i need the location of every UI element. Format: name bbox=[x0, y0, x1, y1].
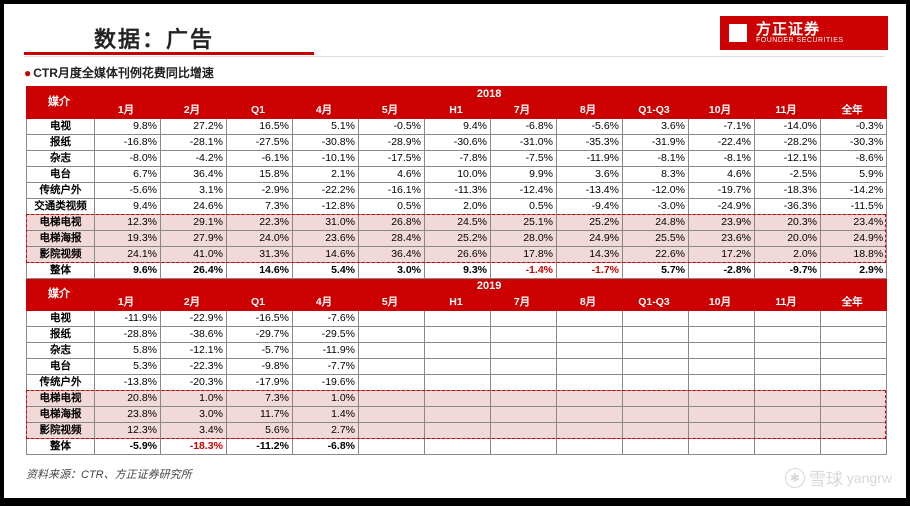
logo: 方正证券 FOUNDER SECURITIES bbox=[720, 16, 888, 50]
table-row: 交通类视频9.4%24.6%7.3%-12.8%0.5%2.0%0.5%-9.4… bbox=[27, 199, 887, 215]
title-underline-thin bbox=[24, 56, 884, 57]
logo-cn: 方正证券 bbox=[756, 22, 844, 37]
table-row: 电视-11.9%-22.9%-16.5%-7.6% bbox=[27, 311, 887, 327]
title-underline bbox=[24, 52, 314, 55]
table-row: 影院视频24.1%41.0%31.3%14.6%36.4%26.6%17.8%1… bbox=[27, 247, 887, 263]
subtitle: ●CTR月度全媒体刊例花费同比增速 bbox=[24, 64, 214, 81]
table-row: 整体-5.9%-18.3%-11.2%-6.8% bbox=[27, 439, 887, 455]
logo-en: FOUNDER SECURITIES bbox=[756, 37, 844, 44]
watermark: ✱ 雪球 yangrw bbox=[785, 465, 892, 490]
table-row: 电梯海报23.8%3.0%11.7%1.4% bbox=[27, 407, 887, 423]
table-row: 电视9.8%27.2%16.5%5.1%-0.5%9.4%-6.8%-5.6%3… bbox=[27, 119, 887, 135]
page-title: 数据：广告 bbox=[94, 22, 214, 54]
slide: 数据：广告 方正证券 FOUNDER SECURITIES ●CTR月度全媒体刊… bbox=[4, 4, 906, 498]
snowball-icon: ✱ bbox=[785, 468, 805, 488]
table-row: 报纸-16.8%-28.1%-27.5%-30.8%-28.9%-30.6%-3… bbox=[27, 135, 887, 151]
table-row: 电梯电视12.3%29.1%22.3%31.0%26.8%24.5%25.1%2… bbox=[27, 215, 887, 231]
logo-icon bbox=[726, 21, 750, 45]
source-text: 资料来源：CTR、方正证券研究所 bbox=[26, 466, 192, 482]
table-row: 电台5.3%-22.3%-9.8%-7.7% bbox=[27, 359, 887, 375]
table-row: 影院视频12.3%3.4%5.6%2.7% bbox=[27, 423, 887, 439]
table-row: 杂志5.8%-12.1%-5.7%-11.9% bbox=[27, 343, 887, 359]
table-row: 电梯海报19.3%27.9%24.0%23.6%28.4%25.2%28.0%2… bbox=[27, 231, 887, 247]
data-table: 媒介20181月2月Q14月5月H17月8月Q1-Q310月11月全年电视9.8… bbox=[26, 86, 884, 455]
table-row: 整体9.6%26.4%14.6%5.4%3.0%9.3%-1.4%-1.7%5.… bbox=[27, 263, 887, 279]
table-row: 杂志-8.0%-4.2%-6.1%-10.1%-17.5%-7.8%-7.5%-… bbox=[27, 151, 887, 167]
table-row: 电梯电视20.8%1.0%7.3%1.0% bbox=[27, 391, 887, 407]
table-row: 报纸-28.8%-38.6%-29.7%-29.5% bbox=[27, 327, 887, 343]
table-row: 传统户外-13.8%-20.3%-17.9%-19.6% bbox=[27, 375, 887, 391]
table-row: 电台6.7%36.4%15.8%2.1%4.6%10.0%9.9%3.6%8.3… bbox=[27, 167, 887, 183]
table-row: 传统户外-5.6%3.1%-2.9%-22.2%-16.1%-11.3%-12.… bbox=[27, 183, 887, 199]
